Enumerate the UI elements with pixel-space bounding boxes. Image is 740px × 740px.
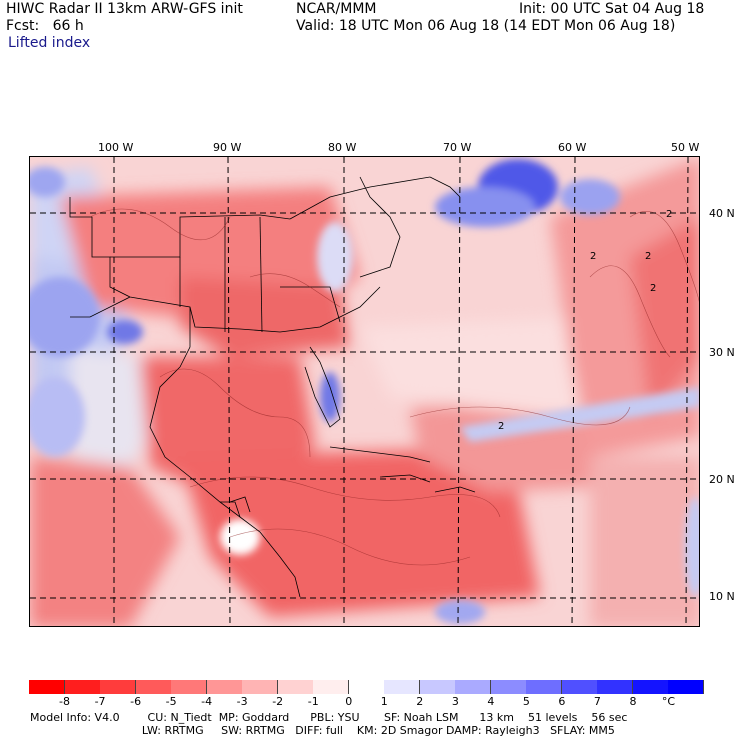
colorbar-cell <box>455 680 492 694</box>
colorbar-label: -7 <box>94 695 106 708</box>
colorbar-cell <box>313 680 350 694</box>
model-info-line1: Model Info: V4.0 CU: N_Tiedt MP: Goddard… <box>30 711 628 724</box>
lat-label-20n: 20 N <box>709 473 735 486</box>
contour-label: 2 <box>498 421 504 432</box>
init-time: Init: 00 UTC Sat 04 Aug 18 <box>519 1 705 17</box>
colorbar-cell <box>668 680 705 694</box>
colorbar-cell <box>561 680 598 694</box>
lifted-index-map: 2 2 2 2 2 <box>29 156 700 627</box>
lon-label-50w: 50 W <box>671 141 700 154</box>
contour-label: 2 <box>645 251 651 262</box>
contour-label: 2 <box>666 209 672 220</box>
model-info-line2: LW: RRTMG SW: RRTMG DIFF: full KM: 2D Sm… <box>30 724 615 737</box>
lat-lon-grid <box>30 157 699 626</box>
colorbar-cell <box>384 680 421 694</box>
colorbar-cell <box>64 680 101 694</box>
contour-label: 2 <box>590 251 596 262</box>
contour-label: 2 <box>650 283 656 294</box>
lon-label-90w: 90 W <box>213 141 242 154</box>
colorbar-cell <box>171 680 208 694</box>
field-name: Lifted index <box>8 35 91 51</box>
forecast-hour: Fcst: 66 h <box>6 18 84 34</box>
map-canvas: 2 2 2 2 2 <box>30 157 699 626</box>
lon-label-100w: 100 W <box>98 141 134 154</box>
colorbar-label: 3 <box>451 695 459 708</box>
organization-label: NCAR/MMM <box>296 1 377 17</box>
colorbar-cell <box>419 680 456 694</box>
colorbar-cell <box>206 680 243 694</box>
lon-label-80w: 80 W <box>328 141 357 154</box>
valid-time: Valid: 18 UTC Mon 06 Aug 18 (14 EDT Mon … <box>296 18 676 34</box>
colorbar-label: -6 <box>130 695 142 708</box>
lat-label-30n: 30 N <box>709 346 735 359</box>
model-title: HIWC Radar II 13km ARW-GFS init <box>6 1 243 17</box>
lat-label-10n: 10 N <box>709 590 735 603</box>
colorbar-label: °C <box>661 695 676 708</box>
colorbar-label: 8 <box>629 695 637 708</box>
colorbar-label: 2 <box>416 695 424 708</box>
colorbar-cell <box>277 680 314 694</box>
colorbar-cell <box>348 680 385 694</box>
lat-label-40n: 40 N <box>709 207 735 220</box>
lon-label-70w: 70 W <box>443 141 472 154</box>
colorbar-label: 1 <box>380 695 388 708</box>
colorbar-cell <box>135 680 172 694</box>
colorbar-label: 5 <box>522 695 530 708</box>
colorbar-label: 6 <box>558 695 566 708</box>
colorbar-cell <box>242 680 279 694</box>
colorbar-label: -4 <box>201 695 213 708</box>
colorbar-label: -3 <box>236 695 248 708</box>
colorbar-cell <box>526 680 563 694</box>
colorbar-label: 0 <box>345 695 353 708</box>
colorbar-cell <box>490 680 527 694</box>
colorbar-cell <box>29 680 66 694</box>
colorbar-label: 4 <box>487 695 495 708</box>
colorbar-label: -2 <box>272 695 284 708</box>
colorbar-label: -5 <box>165 695 177 708</box>
colorbar-label: 7 <box>593 695 601 708</box>
colorbar-label: -8 <box>59 695 70 708</box>
political-boundaries <box>69 176 476 598</box>
colorbar-cell <box>597 680 634 694</box>
colorbar-label: -1 <box>307 695 319 708</box>
colorbar-cell <box>632 680 669 694</box>
colorbar-cell <box>100 680 137 694</box>
lon-label-60w: 60 W <box>558 141 587 154</box>
